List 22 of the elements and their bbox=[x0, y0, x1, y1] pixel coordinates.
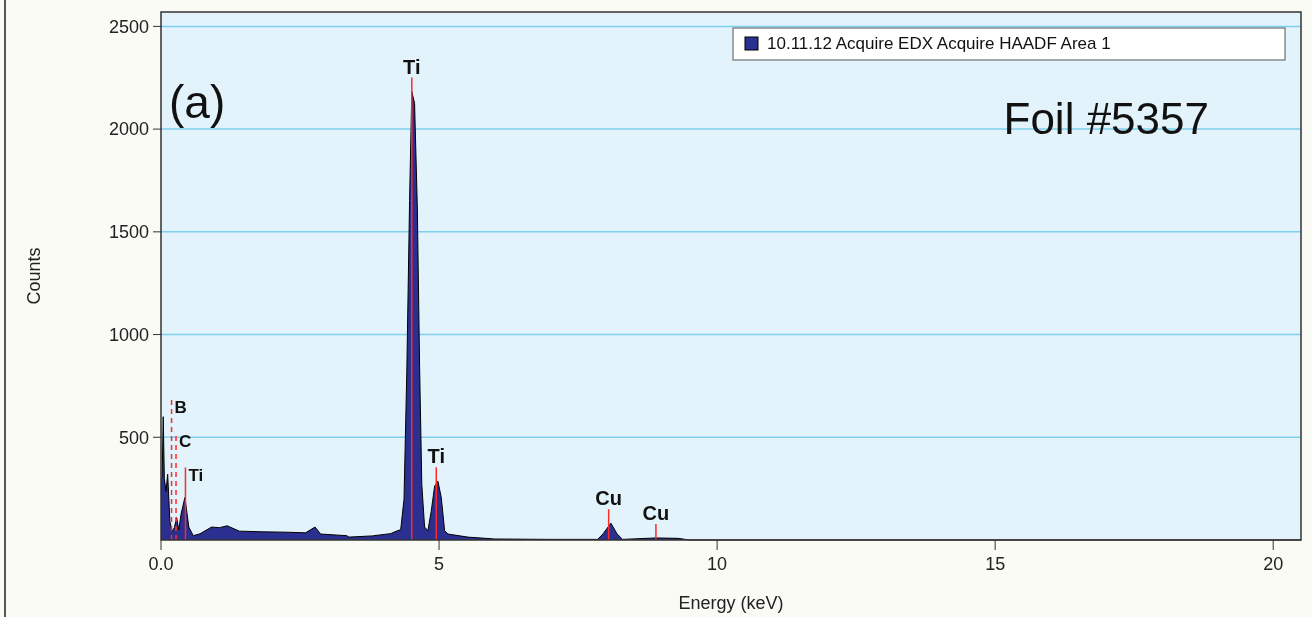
y-tick-label: 500 bbox=[118, 427, 149, 448]
ref-line-label: Cu bbox=[595, 487, 622, 510]
y-tick-label: 2000 bbox=[108, 119, 149, 140]
ref-line-label: B bbox=[174, 398, 187, 418]
ref-line-label: Ti bbox=[188, 466, 204, 486]
ref-line-label: Ti bbox=[403, 55, 421, 78]
ref-line-label: C bbox=[179, 432, 192, 452]
x-tick-label: 20 bbox=[1263, 554, 1284, 574]
ref-line-label: Cu bbox=[642, 501, 670, 524]
y-axis-title: Counts bbox=[24, 247, 44, 305]
legend-label: 10.11.12 Acquire EDX Acquire HAADF Area 1 bbox=[767, 34, 1111, 53]
y-tick-label: 1500 bbox=[108, 222, 149, 243]
ref-line-label: Ti bbox=[427, 445, 445, 468]
y-tick-label: 1000 bbox=[108, 324, 149, 345]
annotation: (a) bbox=[169, 76, 226, 128]
annotation: Foil #5357 bbox=[1003, 94, 1209, 143]
x-tick-label: 15 bbox=[985, 554, 1006, 574]
x-tick-label: 10 bbox=[707, 554, 728, 574]
x-tick-label: 0.0 bbox=[148, 554, 174, 574]
x-axis-title: Energy (keV) bbox=[678, 593, 784, 613]
x-tick-label: 5 bbox=[434, 554, 445, 574]
y-tick-label: 2500 bbox=[108, 16, 149, 37]
